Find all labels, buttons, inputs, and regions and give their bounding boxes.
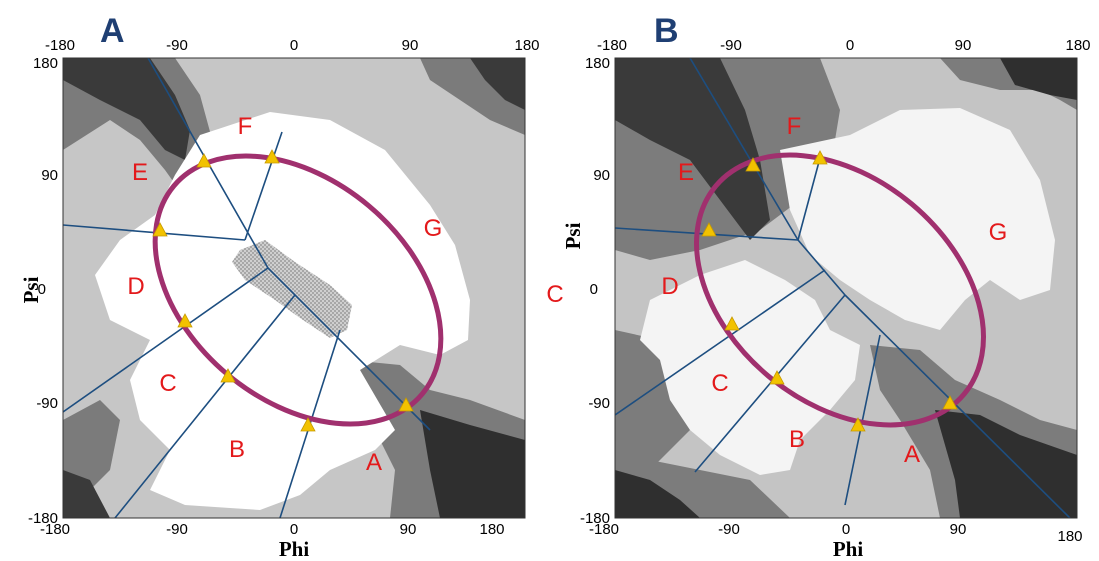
panel-b-left-tick: -90 xyxy=(588,395,610,412)
triangle-marker-icon xyxy=(177,313,193,328)
panel-b-region-label: E xyxy=(678,159,694,186)
panel-a-y-title: Psi xyxy=(19,276,43,303)
panel-b-markers xyxy=(701,150,958,432)
panel-a-region-label: C xyxy=(159,370,176,397)
panel-b-top-tick: 0 xyxy=(846,37,854,54)
panel-b-black-zone xyxy=(935,410,1077,518)
panel-a-region-label: G xyxy=(424,215,443,242)
panel-b-region-label: G xyxy=(989,219,1008,246)
panel-a-helix-patch xyxy=(232,240,352,338)
panel-a-label: A xyxy=(100,12,125,50)
panel-a: A -180 -90 0 90 180 -180 -90 0 90 180 18… xyxy=(19,12,540,561)
panel-b-region-label: B xyxy=(789,426,805,453)
panel-b-black-zone xyxy=(1000,58,1077,100)
panel-a-region-label: F xyxy=(238,113,253,140)
panel-b-top-tick: 180 xyxy=(1065,37,1090,54)
panel-a-left-tick: -90 xyxy=(36,395,58,412)
panel-b-frame xyxy=(614,57,1078,519)
panel-b-region-label: A xyxy=(904,441,920,468)
extra-region-label: C xyxy=(546,281,563,308)
panel-b-bottom-tick: -180 xyxy=(589,521,619,538)
panel-b-y-title: Psi xyxy=(561,222,585,249)
panel-b-bottom-tick: 0 xyxy=(842,521,850,538)
triangle-marker-icon xyxy=(745,157,761,172)
panel-b: B -180 -90 0 90 180 -180 -90 0 90 180 18… xyxy=(561,12,1091,561)
triangle-marker-icon xyxy=(701,222,717,237)
triangle-marker-icon xyxy=(220,368,236,383)
panel-a-bottom-tick: 180 xyxy=(479,521,504,538)
panel-a-top-tick: -90 xyxy=(166,37,188,54)
panel-a-bottom-tick: 90 xyxy=(400,521,417,538)
panel-a-bottom-tick: -90 xyxy=(166,521,188,538)
panel-b-white-region xyxy=(780,108,1055,330)
panel-a-top-tick: 90 xyxy=(402,37,419,54)
panel-a-black-zone xyxy=(63,470,110,518)
panel-a-left-tick: 0 xyxy=(38,281,46,298)
panel-b-ellipse xyxy=(694,152,986,428)
panel-b-black-zone xyxy=(615,58,770,240)
panel-b-bottom-tick: 90 xyxy=(950,521,967,538)
panel-a-black-zone xyxy=(420,410,525,518)
triangle-marker-icon xyxy=(769,370,785,385)
triangle-marker-icon xyxy=(942,395,958,410)
triangle-marker-icon xyxy=(196,153,212,168)
panel-a-left-tick: -180 xyxy=(28,510,58,527)
panel-b-top-tick: -90 xyxy=(720,37,742,54)
panel-b-region-label: F xyxy=(787,113,802,140)
panel-b-white-region xyxy=(640,260,860,475)
panel-a-region-label: D xyxy=(127,273,144,300)
panel-a-top-tick: 180 xyxy=(514,37,539,54)
triangle-marker-icon xyxy=(300,417,316,432)
panel-a-region-label: A xyxy=(366,449,382,476)
panel-a-black-zone xyxy=(470,58,525,110)
panel-b-left-tick: 90 xyxy=(593,167,610,184)
triangle-marker-icon xyxy=(724,316,740,331)
panel-a-top-tick: -180 xyxy=(45,37,75,54)
panel-a-bottom-tick: 0 xyxy=(290,521,298,538)
panel-a-bottom-tick: -180 xyxy=(40,521,70,538)
triangle-marker-icon xyxy=(264,149,280,164)
panel-a-region-label: E xyxy=(132,159,148,186)
panel-a-markers xyxy=(152,149,414,432)
panel-b-bottom-tick: -90 xyxy=(718,521,740,538)
panel-b-top-tick: -180 xyxy=(597,37,627,54)
panel-a-x-title: Phi xyxy=(279,537,310,561)
panel-b-bottom-tick: 180 xyxy=(1057,528,1082,545)
triangle-marker-icon xyxy=(152,222,168,237)
panel-b-left-tick: 180 xyxy=(585,55,610,72)
triangle-marker-icon xyxy=(812,150,828,165)
panel-a-black-zone xyxy=(63,58,190,160)
panel-a-region-label: B xyxy=(229,436,245,463)
triangle-marker-icon xyxy=(398,397,414,412)
panel-b-black-zone xyxy=(615,470,700,518)
panel-b-x-title: Phi xyxy=(833,537,864,561)
triangle-marker-icon xyxy=(850,417,866,432)
panel-b-region-label: C xyxy=(711,370,728,397)
panel-a-left-tick: 180 xyxy=(33,55,58,72)
panel-b-top-tick: 90 xyxy=(955,37,972,54)
panel-b-region-label: D xyxy=(661,273,678,300)
panel-a-top-tick: 0 xyxy=(290,37,298,54)
panel-a-plot xyxy=(63,58,525,518)
panel-a-frame xyxy=(62,57,526,519)
panel-b-left-tick: -180 xyxy=(580,510,610,527)
panel-a-left-tick: 90 xyxy=(41,167,58,184)
panel-b-plot xyxy=(615,58,1077,518)
panel-b-label: B xyxy=(654,12,679,50)
panel-b-left-tick: 0 xyxy=(590,281,598,298)
